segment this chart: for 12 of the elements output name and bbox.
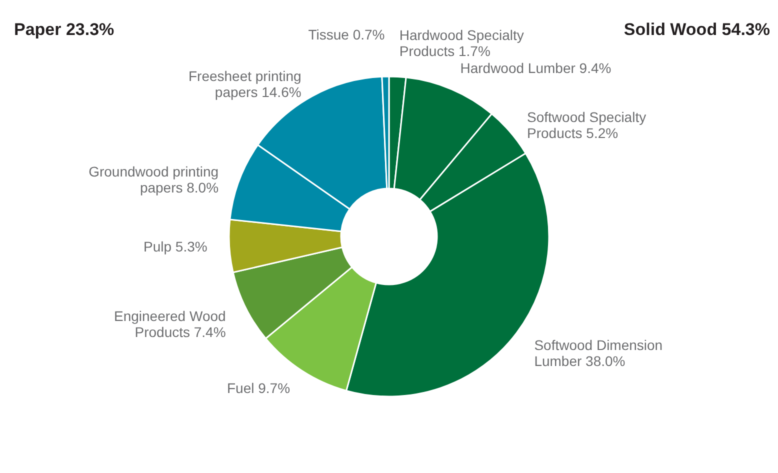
text: Solid Wood 54.3% [624,20,770,39]
text: Paper 23.3% [14,20,114,39]
slice-label: Softwood Specialty Products 5.2% [527,108,646,141]
slice-label: Groundwood printing papers 8.0% [88,164,219,196]
slice-label: Hardwood Lumber 9.4% [460,60,612,76]
slice-label: Hardwood Specialty Products 1.7% [399,26,524,59]
slice-label: Tissue 0.7% [308,26,385,43]
slice-label: Freesheet printing papers 14.6% [188,68,302,100]
slice-label: Softwood Dimension Lumber 38.0% [534,337,663,370]
slice-label: Fuel 9.7% [226,380,290,396]
slice-label: Pulp 5.3% [143,238,208,254]
slice-label: Engineered Wood Products 7.4% [114,308,226,340]
